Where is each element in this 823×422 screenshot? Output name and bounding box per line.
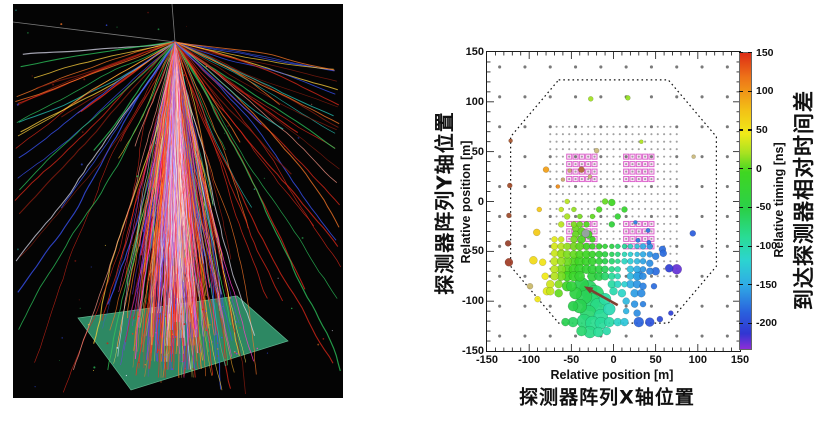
y-tick-0: 0 <box>477 195 484 208</box>
axis-ticks <box>487 52 740 351</box>
colorbar-tick-mark <box>748 52 752 54</box>
colorbar-tick-mark <box>739 245 743 247</box>
colorbar-tick-0: 0 <box>756 162 762 175</box>
colorbar-tick-100: 100 <box>756 85 774 98</box>
x-axis-title-chinese: 探测器阵列X轴位置 <box>519 386 695 409</box>
y-tick--150: -150 <box>461 345 484 357</box>
x-tick-150: 150 <box>730 354 750 366</box>
colorbar-tick-mark <box>739 52 743 54</box>
colorbar-tick-mark <box>739 206 743 208</box>
colorbar-title: Relative timing [ns] <box>772 142 786 258</box>
colorbar-tick-mark <box>748 245 752 247</box>
air-shower-3d-panel <box>13 4 343 398</box>
x-tick-50: 50 <box>649 354 662 366</box>
x-tick--50: -50 <box>563 354 580 366</box>
colorbar-tick-mark <box>748 206 752 208</box>
colorbar-title-chinese: 到达探测器相对时间差 <box>792 90 816 310</box>
colorbar-tick-50: 50 <box>756 123 768 136</box>
colorbar-tick--200: -200 <box>756 317 778 330</box>
colorbar-tick-mark <box>748 322 752 325</box>
colorbar-tick-mark <box>748 284 752 286</box>
colorbar-tick--100: -100 <box>756 240 778 252</box>
sparse-detector-grid <box>498 65 729 338</box>
colorbar-tick-mark <box>739 129 743 131</box>
shower-direction-arrow <box>583 286 619 307</box>
air-shower-simulation-image <box>13 4 343 398</box>
colorbar-tick-mark <box>739 168 743 170</box>
x-tick--100: -100 <box>518 354 541 366</box>
x-axis-title: Relative position [m] <box>550 368 674 382</box>
colorbar-tick-mark <box>748 129 752 131</box>
x-tick-100: 100 <box>688 354 707 366</box>
x-tick-0: 0 <box>610 354 617 366</box>
colorbar-gradient <box>739 52 752 350</box>
colorbar-tick--50: -50 <box>756 201 772 214</box>
y-tick--50: -50 <box>468 245 484 258</box>
colorbar-tick-mark <box>739 322 743 325</box>
colorbar-tick-mark <box>739 90 743 92</box>
bright-core-tracks <box>138 41 204 354</box>
y-tick-150: 150 <box>465 46 484 58</box>
y-tick-100: 100 <box>465 95 484 108</box>
scatter-plot-canvas <box>487 52 740 351</box>
trajectory-axis-lines <box>13 4 176 43</box>
colorbar-tick-mark <box>748 90 752 92</box>
speckles <box>15 9 333 388</box>
array-boundary-octagon <box>510 79 717 324</box>
colorbar-tick-mark <box>739 284 743 286</box>
colorbar-tick-mark <box>748 168 752 170</box>
colorbar-tick-150: 150 <box>756 46 774 59</box>
y-tick-50: 50 <box>471 145 484 158</box>
colorbar-tick--150: -150 <box>756 278 778 291</box>
x-tick--150: -150 <box>475 354 499 366</box>
timing-hits-layer <box>504 95 697 339</box>
y-tick--100: -100 <box>461 295 484 308</box>
